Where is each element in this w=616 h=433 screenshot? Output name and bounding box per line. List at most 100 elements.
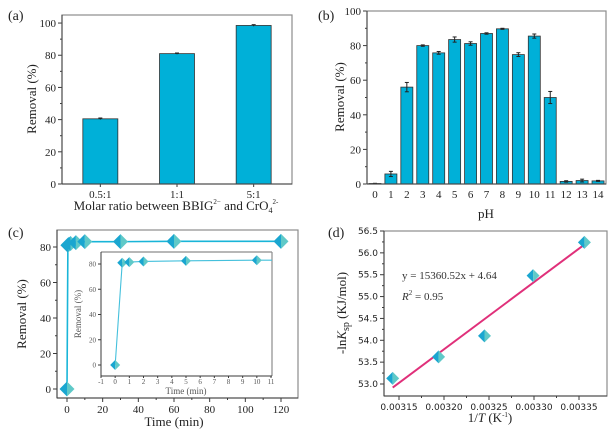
xtick-label-b-13: 13 [577, 189, 589, 201]
panel-a: (a) 0 20 40 60 80 100 0.5:1 1:1 5:1 Removal (%)… [8, 9, 293, 215]
bar-b-6 [464, 43, 477, 185]
marker-c-6 [113, 234, 128, 250]
ytick-label-b-5: 100 [345, 6, 362, 18]
ytick-label-a-1: 20 [45, 147, 57, 159]
marker-d-4-left [577, 235, 585, 249]
bar-b-2 [400, 86, 414, 185]
ytick-label-c-3: 60 [40, 278, 52, 290]
inset-marker-5-right [256, 255, 262, 266]
panel-d-frame [383, 230, 608, 397]
bar-b-3 [416, 45, 430, 185]
xtick-label-b-11: 11 [545, 189, 556, 201]
bar-b-11 [543, 97, 557, 185]
xtick-label-b-7: 7 [484, 189, 490, 201]
inset-marker-5-left [251, 255, 257, 266]
inset-marker-1-left [117, 257, 123, 268]
marker-c-5-left [77, 234, 85, 250]
inset-xtick-label-7: 6 [198, 378, 202, 386]
ytick-label-a-2: 40 [45, 115, 57, 127]
panel-b-ylabel: Removal (%) [332, 62, 347, 132]
inset-marker-4-left [181, 255, 186, 266]
marker-d-2 [478, 329, 491, 343]
marker-d-1-right [438, 350, 446, 364]
ytick-label-b-0: 0 [356, 179, 362, 191]
xtick-label-b-10: 10 [529, 189, 541, 201]
inset-xtick-label-0: -1 [98, 378, 104, 386]
xtick-label-b-2: 2 [404, 189, 410, 201]
marker-d-2-right [484, 329, 491, 343]
xtick-label-b-0: 0 [372, 189, 378, 201]
marker-d-1 [432, 350, 446, 364]
ytick-label-d-3: 54.5 [358, 314, 378, 324]
bar-a-1 [159, 53, 195, 185]
inset-marker-1-right [122, 257, 128, 268]
inset-ytick-label-2: 40 [89, 311, 97, 319]
marker-c-5-right [84, 234, 93, 250]
xtick-label-b-6: 6 [468, 189, 474, 201]
xtick-label-b-4: 4 [436, 189, 442, 201]
xtick-label-b-8: 8 [500, 189, 506, 201]
panel-a-xlabel: Molar ratio between BBIG2− and CrO42- [74, 198, 279, 215]
ytick-label-b-4: 80 [350, 41, 362, 53]
marker-c-8-left [273, 233, 281, 249]
panel-b-xlabel: pH [478, 206, 494, 221]
xtick-label-a-1: 1:1 [170, 189, 184, 201]
bar-b-10 [527, 35, 541, 185]
xtick-label-d-3: 0.00330 [515, 403, 552, 413]
ytick-label-b-2: 40 [350, 110, 362, 122]
xtick-label-c-1: 20 [97, 404, 109, 416]
inset-marker-1 [117, 257, 128, 268]
inset-marker-2 [124, 257, 135, 268]
inset-xtick-label-12: 11 [268, 378, 275, 386]
panel-d-r2: R2 = 0.95 [401, 289, 444, 303]
ytick-label-d-2: 54.0 [358, 336, 378, 346]
inset-ytick-label-0: 0 [93, 362, 97, 370]
marker-d-0 [386, 371, 400, 385]
ytick-label-c-0: 0 [46, 384, 52, 396]
inset-marker-0-right [115, 360, 121, 370]
ytick-label-c-1: 20 [40, 349, 52, 361]
panel-a-label: (a) [8, 9, 24, 24]
xtick-label-c-6: 120 [273, 404, 290, 416]
ytick-label-d-4: 55.0 [358, 293, 378, 303]
ytick-label-c-4: 80 [40, 242, 52, 254]
panel-d: (d) 53.0 53.5 54.0 54.5 55.0 55.5 56.0 56.5 0.0… [328, 226, 608, 425]
panel-c-label: (c) [8, 226, 24, 241]
inset-marker-0 [110, 360, 121, 370]
xtick-label-c-2: 40 [133, 404, 145, 416]
xtick-label-c-3: 60 [169, 404, 181, 416]
inset-xtick-label-3: 2 [142, 378, 146, 386]
marker-d-3-left [526, 269, 534, 283]
ytick-label-a-3: 60 [45, 82, 57, 94]
marker-c-0 [59, 381, 75, 397]
inset-xtick-label-8: 7 [213, 378, 217, 386]
xtick-label-c-4: 80 [204, 404, 216, 416]
inset-marker-4 [181, 255, 191, 266]
bar-b-4 [432, 52, 446, 185]
marker-c-6-left [113, 234, 121, 250]
panel-d-xlabel: 1/T (K-1) [468, 410, 513, 425]
inset-marker-3-right [143, 256, 149, 267]
inset-xtick-label-4: 3 [156, 378, 160, 386]
ytick-label-a-0: 0 [51, 179, 57, 191]
panel-d-fit-line [392, 243, 585, 389]
marker-d-0-right [392, 371, 400, 385]
marker-d-3 [526, 269, 540, 283]
bar-b-7 [480, 33, 493, 185]
inset-xtick-label-5: 4 [170, 378, 174, 386]
panel-d-label: (d) [328, 226, 345, 241]
inset-marker-3 [138, 256, 149, 267]
xtick-label-b-5: 5 [452, 189, 458, 201]
marker-c-3-left [63, 235, 71, 251]
inset-ytick-label-3: 60 [89, 286, 97, 294]
marker-c-4-left [68, 235, 76, 251]
xtick-label-b-12: 12 [561, 189, 572, 201]
marker-c-6-right [120, 234, 128, 250]
inset-xtick-label-10: 9 [241, 378, 245, 386]
inset-marker-3-left [138, 256, 144, 267]
inset-xtick-label-2: 1 [128, 378, 132, 386]
marker-c-7-left [166, 233, 174, 249]
inset-ytick-label-1: 20 [89, 336, 97, 344]
